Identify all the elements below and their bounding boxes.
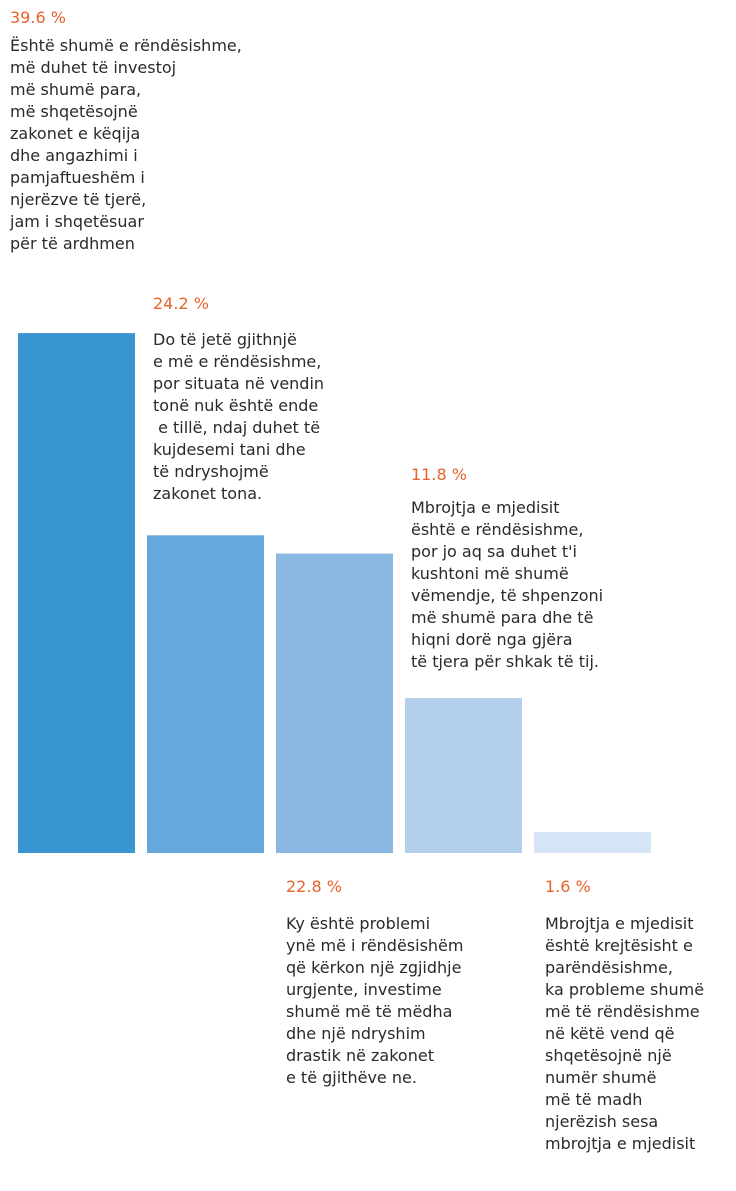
category-label-line: hiqni dorë nga gjëra xyxy=(411,630,573,649)
category-label-line: ynë më i rëndësishëm xyxy=(286,936,464,955)
category-label-line: drastik në zakonet xyxy=(286,1046,434,1065)
category-label-line: Është shumë e rëndësishme, xyxy=(10,36,242,55)
value-label-3: 22.8 % xyxy=(286,877,342,896)
category-label-line: tonë nuk është ende xyxy=(153,396,319,415)
category-label-line: urgjente, investime xyxy=(286,980,442,999)
value-label-1: 39.6 % xyxy=(10,8,66,27)
category-label-line: më të rëndësishme xyxy=(545,1002,700,1021)
value-label-5: 1.6 % xyxy=(545,877,591,896)
category-label-line: e tillë, ndaj duhet të xyxy=(153,418,321,437)
category-label-line: më shumë para, xyxy=(10,80,142,99)
value-label-2: 24.2 % xyxy=(153,294,209,313)
category-label-line: njerëzish sesa xyxy=(545,1112,659,1131)
category-label-line: Mbrojtja e mjedisit xyxy=(545,914,694,933)
category-label-5: Mbrojtja e mjedisit është krejtësisht e pa… xyxy=(545,913,704,1155)
category-label-line: më duhet të investoj xyxy=(10,58,177,77)
category-label-line: në këtë vend që xyxy=(545,1024,675,1043)
bar-2 xyxy=(147,535,264,853)
category-label-line: për të ardhmen xyxy=(10,234,135,253)
value-label-4: 11.8 % xyxy=(411,465,467,484)
bar-4 xyxy=(405,698,522,853)
category-label-line: mbrojtja e mjedisit xyxy=(545,1134,696,1153)
category-label-line: më të madh xyxy=(545,1090,643,1109)
category-label-line: të ndryshojmë xyxy=(153,462,269,481)
category-label-1: Është shumë e rëndësishme, më duhet të in… xyxy=(10,35,242,255)
category-label-line: është e rëndësishme, xyxy=(411,520,584,539)
category-label-line: kushtoni më shumë xyxy=(411,564,569,583)
category-label-line: e të gjithëve ne. xyxy=(286,1068,417,1087)
category-label-line: më shqetësojnë xyxy=(10,102,138,121)
category-label-line: shumë më të mëdha xyxy=(286,1002,453,1021)
category-label-line: ka probleme shumë xyxy=(545,980,705,999)
category-label-3: Ky është problemi ynë më i rëndësishëm që … xyxy=(286,913,463,1089)
bar-5 xyxy=(534,832,651,853)
category-label-line: kujdesemi tani dhe xyxy=(153,440,306,459)
category-label-line: Do të jetë gjithnjë xyxy=(153,330,297,349)
category-label-line: të tjera për shkak të tij. xyxy=(411,652,599,671)
category-label-line: më shumë para dhe të xyxy=(411,608,594,627)
category-label-line: por jo aq sa duhet t'i xyxy=(411,542,577,561)
category-label-line: Ky është problemi xyxy=(286,914,431,933)
category-label-line: që kërkon një zgjidhje xyxy=(286,958,462,977)
category-label-line: dhe angazhimi i xyxy=(10,146,138,165)
category-label-line: zakonet e këqija xyxy=(10,124,141,143)
category-label-line: numër shumë xyxy=(545,1068,657,1087)
category-label-line: por situata në vendin xyxy=(153,374,325,393)
category-label-line: e më e rëndësishme, xyxy=(153,352,322,371)
bar-1 xyxy=(18,333,135,854)
category-label-4: Mbrojtja e mjedisit është e rëndësishme, p… xyxy=(411,497,603,673)
category-label-line: shqetësojnë një xyxy=(545,1046,672,1065)
category-label-line: dhe një ndryshim xyxy=(286,1024,426,1043)
category-label-line: njerëzve të tjerë, xyxy=(10,190,147,209)
category-label-line: pamjaftueshëm i xyxy=(10,168,145,187)
category-label-line: jam i shqetësuar xyxy=(10,212,144,231)
category-label-2: Do të jetë gjithnjë e më e rëndësishme, po… xyxy=(153,329,324,505)
category-label-line: Mbrojtja e mjedisit xyxy=(411,498,560,517)
bar-3 xyxy=(276,553,393,853)
category-label-line: zakonet tona. xyxy=(153,484,263,503)
category-label-line: është krejtësisht e xyxy=(545,936,693,955)
category-label-line: parëndësishme, xyxy=(545,958,673,977)
category-label-line: vëmendje, të shpenzoni xyxy=(411,586,604,605)
